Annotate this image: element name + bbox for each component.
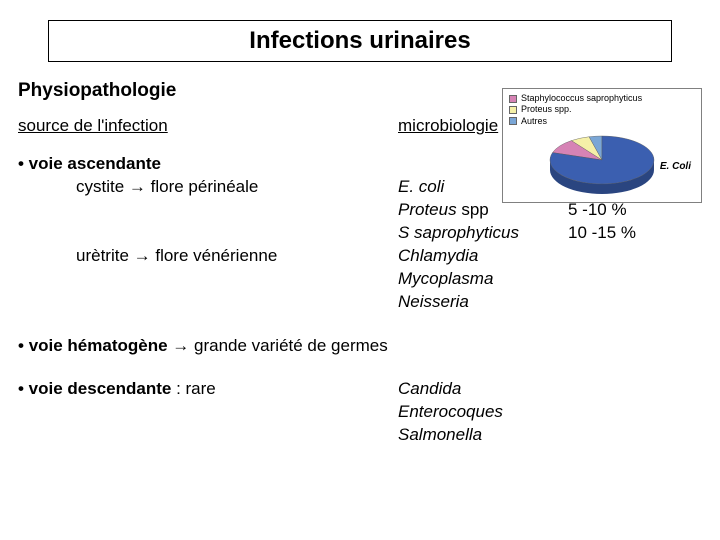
- legend-staph-label: Staphylococcus saprophyticus: [521, 93, 642, 104]
- micro-saprophyticus: S saprophyticus: [398, 223, 519, 242]
- pie-legend: Staphylococcus saprophyticus Proteus spp…: [509, 93, 695, 127]
- pie-chart-box: Staphylococcus saprophyticus Proteus spp…: [502, 88, 702, 203]
- micro-mycoplasma: Mycoplasma: [398, 269, 493, 288]
- descendante-line: • voie descendante : rare: [18, 378, 398, 447]
- legend-proteus-label: Proteus spp.: [521, 104, 572, 115]
- micro-neisseria: Neisseria: [398, 292, 469, 311]
- cystite-line: cystite → flore périnéale: [76, 176, 398, 199]
- desc-enterocoques: Enterocoques: [398, 402, 503, 421]
- micro-chlamydia: Chlamydia: [398, 246, 478, 265]
- micro-proteus-spp: spp: [457, 200, 489, 219]
- pie-wrap: [542, 132, 662, 196]
- section-hematogene: • voie hématogène → grande variété de ge…: [18, 336, 702, 356]
- swatch-proteus: [509, 106, 517, 114]
- uretrite-line: urètrite → flore vénérienne: [76, 245, 398, 268]
- legend-autres: Autres: [509, 116, 695, 127]
- desc-salmonella: Salmonella: [398, 425, 482, 444]
- desc-candida: Candida: [398, 379, 461, 398]
- header-source: source de l'infection: [18, 116, 398, 136]
- hematogene-rest: → grande variété de germes: [172, 336, 387, 355]
- descendante-col-micro: Candida Enterocoques Salmonella: [398, 378, 568, 447]
- page-title: Infections urinaires: [49, 27, 671, 55]
- pie-label-ecoli: E. Coli: [660, 161, 691, 172]
- micro-proteus: Proteus: [398, 200, 457, 219]
- legend-staph: Staphylococcus saprophyticus: [509, 93, 695, 104]
- ascendante-col-source: cystite → flore périnéale urètrite → flo…: [18, 176, 398, 314]
- legend-proteus: Proteus spp.: [509, 104, 695, 115]
- bullet-hematogene: • voie hématogène: [18, 336, 168, 355]
- legend-autres-label: Autres: [521, 116, 547, 127]
- swatch-staph: [509, 95, 517, 103]
- pct-3: 10 -15 %: [568, 222, 668, 245]
- micro-ecoli: E. coli: [398, 177, 444, 196]
- title-box: Infections urinaires: [48, 20, 672, 62]
- section-descendante: • voie descendante : rare Candida Entero…: [18, 378, 702, 447]
- pie-chart-icon: [542, 132, 662, 194]
- swatch-autres: [509, 117, 517, 125]
